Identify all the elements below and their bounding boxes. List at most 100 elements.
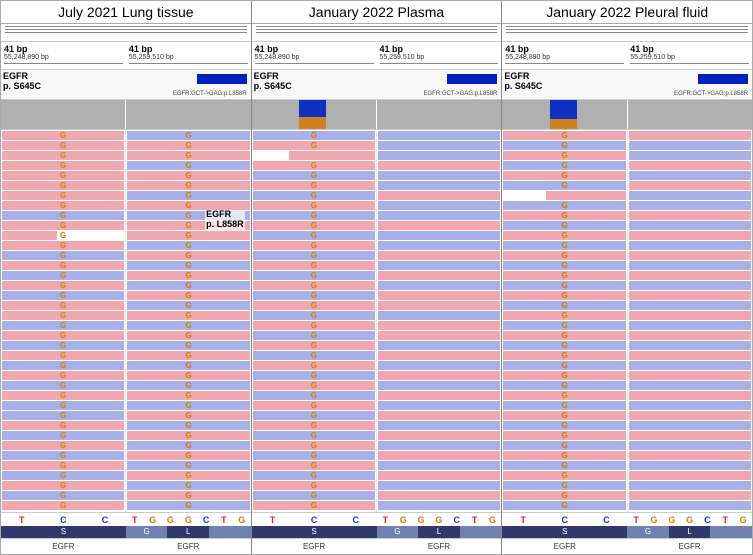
read-row: G: [503, 141, 625, 150]
read-row: [378, 301, 500, 310]
read-row: G: [127, 291, 249, 300]
read-segment: [629, 371, 751, 380]
read-row: G: [127, 241, 249, 250]
read-segment: [378, 361, 500, 370]
mutation-letter: G: [60, 391, 66, 400]
mutation-letter: G: [60, 361, 66, 370]
mutation-letter: G: [311, 371, 317, 380]
read-row: [629, 161, 751, 170]
header-area: EGFRp. S645CEGFR:GCT->GAG:p.L858R: [1, 70, 251, 100]
base-cell: T: [466, 513, 484, 526]
read-row: [378, 151, 500, 160]
reads-col: GGGGGGGGGGGGGGGGGGGGGGGGGGGGGGGGGGGGGGEG…: [126, 130, 250, 512]
mutation-letter: G: [311, 361, 317, 370]
read-row: G: [253, 501, 375, 510]
read-segment: [378, 351, 500, 360]
read-row: [378, 161, 500, 170]
read-row: [629, 171, 751, 180]
read-row: G: [503, 371, 625, 380]
read-row: G: [503, 391, 625, 400]
bp-coord: 55,248,890 bp: [505, 54, 624, 61]
mutation-letter: G: [185, 451, 191, 460]
base-cell: G: [412, 513, 430, 526]
read-row: G: [2, 171, 124, 180]
read-row: [378, 221, 500, 230]
annotation-text: EGFR:GCT->GAG:p.L858R: [674, 91, 748, 97]
read-row: G: [127, 161, 249, 170]
read-row: G: [503, 341, 625, 350]
read-row: G: [127, 281, 249, 290]
mutation-letter: G: [561, 231, 567, 240]
read-row: [629, 241, 751, 250]
read-segment: [378, 311, 500, 320]
read-row: G: [253, 131, 375, 140]
read-row: G: [253, 291, 375, 300]
read-row: [629, 261, 751, 270]
base-cell: C: [84, 513, 126, 526]
read-segment: [378, 451, 500, 460]
read-row: G: [253, 371, 375, 380]
mutation-letter: G: [185, 131, 191, 140]
mutation-letter: G: [185, 341, 191, 350]
read-row: G: [127, 141, 249, 150]
base-col: TCC: [1, 513, 126, 526]
read-row: G: [2, 341, 124, 350]
mutation-letter: G: [185, 281, 191, 290]
read-segment: [629, 301, 751, 310]
exon-bar: [197, 74, 247, 84]
header-col: EGFR:GCT->GAG:p.L858R: [377, 70, 502, 99]
mutation-letter: G: [311, 441, 317, 450]
mutation-letter: G: [561, 431, 567, 440]
read-segment: [378, 201, 500, 210]
mutation-letter: G: [561, 461, 567, 470]
read-row: [378, 421, 500, 430]
coverage-col: [126, 100, 250, 129]
mutation-letter: G: [185, 331, 191, 340]
mutation-letter: G: [561, 411, 567, 420]
read-segment: [378, 181, 500, 190]
read-row: [629, 461, 751, 470]
read-segment: [378, 401, 500, 410]
read-row: [378, 251, 500, 260]
gene-label: EGFR: [377, 539, 502, 554]
read-row: [378, 411, 500, 420]
mutation-letter: G: [60, 201, 66, 210]
read-segment: [378, 151, 500, 160]
read-segment: [503, 191, 546, 200]
read-row: [378, 361, 500, 370]
aa-cell: [209, 526, 251, 538]
aa-cell: L: [418, 526, 460, 538]
read-row: [629, 361, 751, 370]
read-row: G: [2, 161, 124, 170]
read-row: G: [127, 231, 249, 240]
mutation-letter: G: [185, 211, 191, 220]
read-row: G: [253, 171, 375, 180]
mutation-letter: G: [561, 131, 567, 140]
read-row: G: [127, 331, 249, 340]
read-row: [378, 211, 500, 220]
mutation-letter: G: [311, 321, 317, 330]
read-row: [378, 391, 500, 400]
base-row: TCCTGGGCTG: [1, 512, 251, 526]
base-cell: C: [293, 513, 335, 526]
mutation-letter: G: [311, 261, 317, 270]
read-row: [629, 471, 751, 480]
read-row: G: [2, 181, 124, 190]
bp-label: 41 bp: [505, 44, 624, 54]
aa-cell: S: [252, 526, 377, 538]
coverage-block: [550, 100, 577, 119]
mutation-letter: G: [561, 251, 567, 260]
base-cell: G: [144, 513, 162, 526]
read-segment: [629, 441, 751, 450]
read-row: [629, 411, 751, 420]
aa-cell: L: [167, 526, 209, 538]
aa-cell: G: [627, 526, 669, 538]
read-row: [629, 351, 751, 360]
read-segment: [629, 501, 751, 510]
read-row: G: [127, 411, 249, 420]
aa-row: SGL: [1, 526, 251, 538]
read-row: G: [253, 441, 375, 450]
read-segment: [629, 161, 751, 170]
read-segment: [629, 251, 751, 260]
aa-col: S: [502, 526, 627, 538]
